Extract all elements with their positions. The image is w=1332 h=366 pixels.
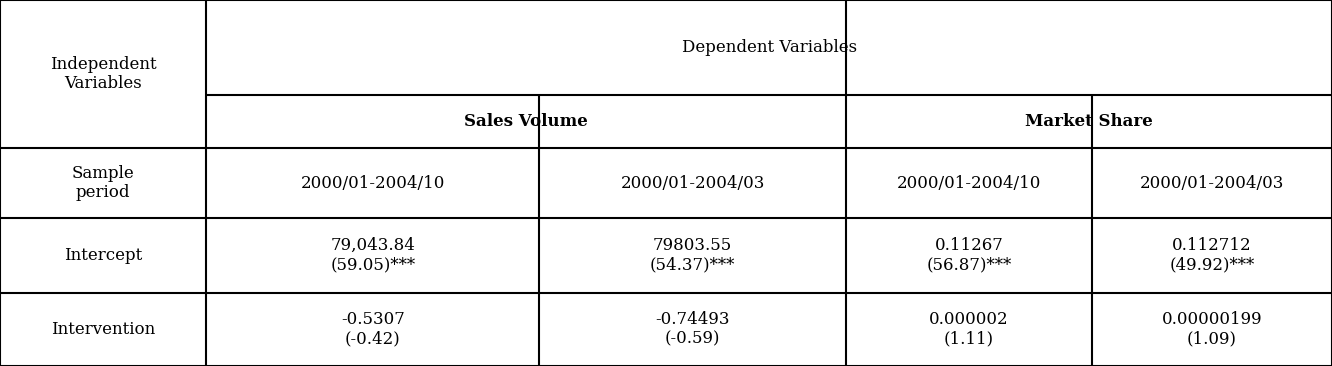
Text: Sample
period: Sample period (72, 165, 135, 201)
Text: 0.00000199
(1.09): 0.00000199 (1.09) (1162, 311, 1263, 348)
Text: 2000/01-2004/03: 2000/01-2004/03 (1140, 175, 1284, 191)
Text: Sales Volume: Sales Volume (465, 113, 587, 130)
Text: 2000/01-2004/03: 2000/01-2004/03 (621, 175, 765, 191)
Text: Market Share: Market Share (1026, 113, 1152, 130)
Text: Dependent Variables: Dependent Variables (682, 39, 856, 56)
Text: 0.000002
(1.11): 0.000002 (1.11) (930, 311, 1008, 348)
Text: Independent
Variables: Independent Variables (49, 56, 157, 93)
Text: 2000/01-2004/10: 2000/01-2004/10 (301, 175, 445, 191)
Text: 79803.55
(54.37)***: 79803.55 (54.37)*** (650, 237, 735, 274)
Text: 0.11267
(56.87)***: 0.11267 (56.87)*** (926, 237, 1012, 274)
Text: -0.5307
(-0.42): -0.5307 (-0.42) (341, 311, 405, 348)
Text: Intervention: Intervention (51, 321, 156, 338)
Text: Intercept: Intercept (64, 247, 143, 264)
Text: 79,043.84
(59.05)***: 79,043.84 (59.05)*** (330, 237, 416, 274)
Text: 2000/01-2004/10: 2000/01-2004/10 (896, 175, 1042, 191)
Text: 0.112712
(49.92)***: 0.112712 (49.92)*** (1169, 237, 1255, 274)
Text: -0.74493
(-0.59): -0.74493 (-0.59) (655, 311, 730, 348)
